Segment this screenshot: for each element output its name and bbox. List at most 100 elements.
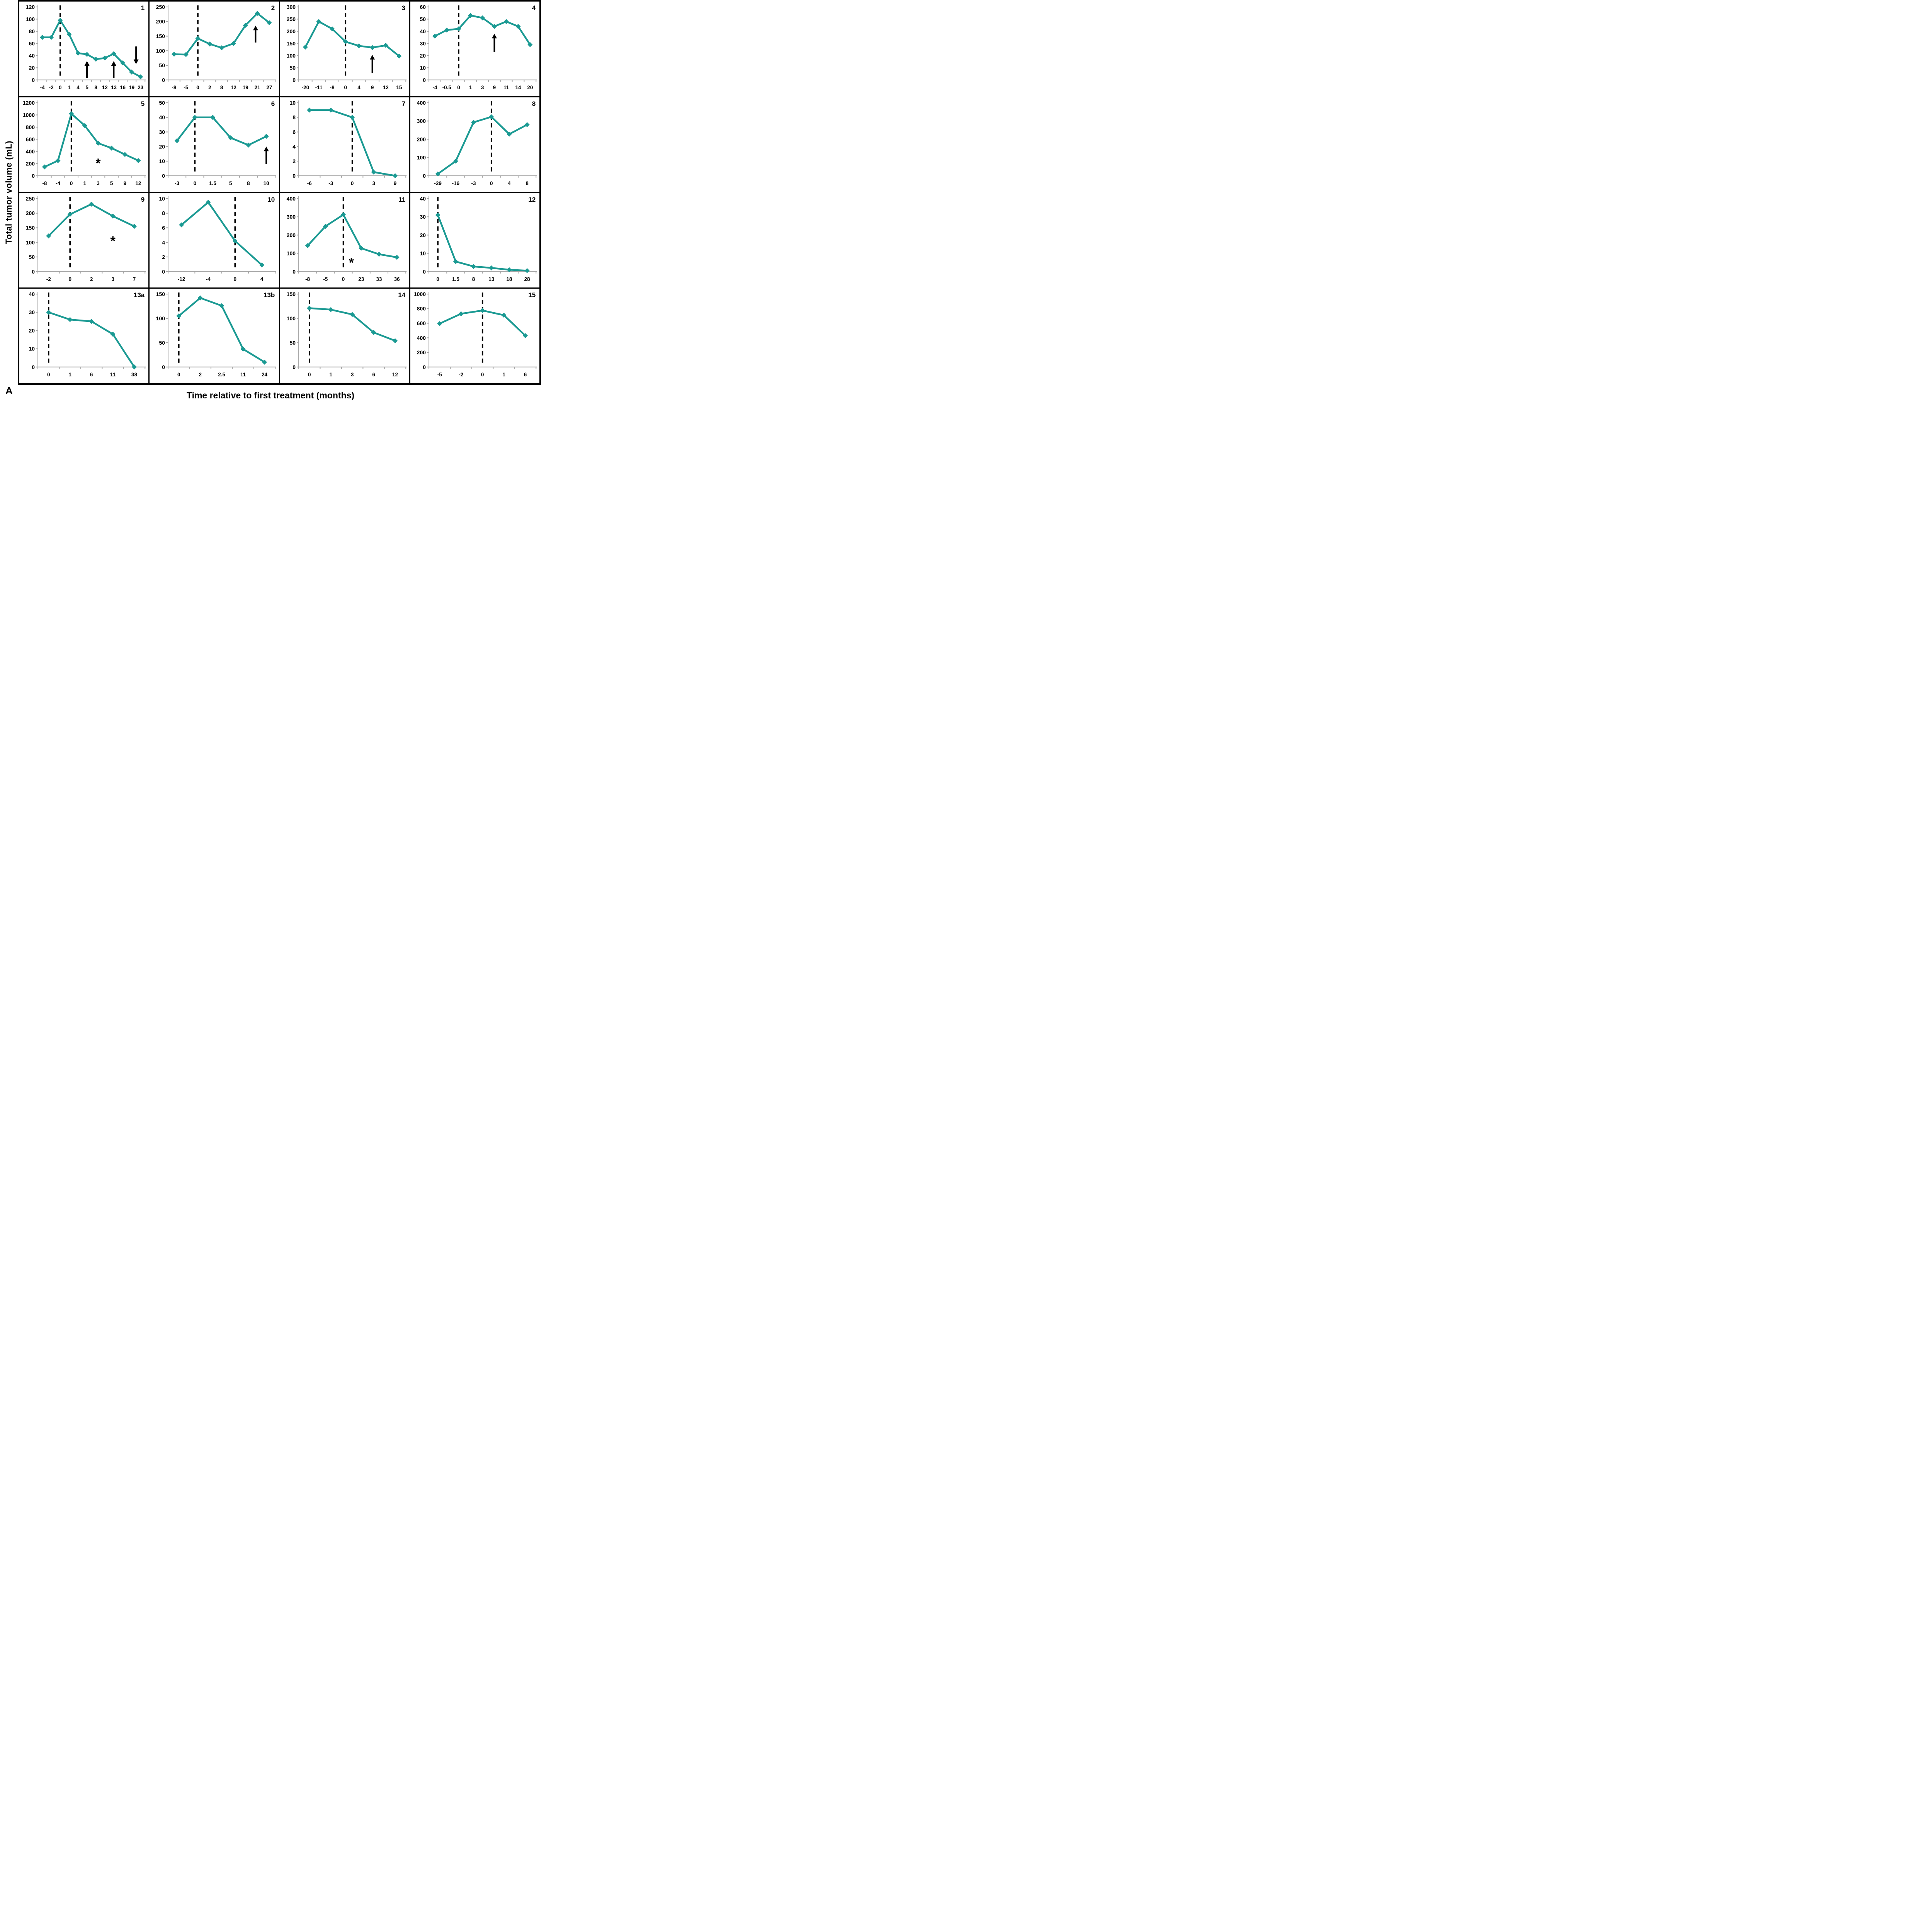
data-point-marker xyxy=(501,313,507,318)
data-point-marker xyxy=(111,51,116,56)
x-tick-label: 5 xyxy=(110,180,113,186)
x-tick-label: 1.5 xyxy=(209,180,216,186)
x-tick-label: 19 xyxy=(129,85,134,90)
x-tick-label: -2 xyxy=(459,372,463,378)
x-tick-label: 15 xyxy=(396,85,402,90)
data-point-marker xyxy=(456,26,461,32)
x-tick-label: -4 xyxy=(56,180,61,186)
y-tick-label: 4 xyxy=(162,239,165,245)
x-tick-label: 0 xyxy=(234,276,237,282)
x-tick-label: 16 xyxy=(120,85,126,90)
data-point-marker xyxy=(259,262,265,267)
x-tick-label: -8 xyxy=(172,85,177,90)
data-point-marker xyxy=(176,313,182,319)
y-tick-label: 10 xyxy=(29,346,35,352)
x-tick-label: -4 xyxy=(432,85,437,90)
up-arrow-icon xyxy=(492,34,497,39)
x-tick-label: 8 xyxy=(526,180,529,186)
x-tick-label: 1 xyxy=(469,85,472,90)
x-tick-label: 0 xyxy=(59,85,62,90)
y-tick-label: 10 xyxy=(420,250,426,256)
data-point-marker xyxy=(305,243,310,248)
y-tick-label: 100 xyxy=(286,53,296,59)
y-tick-label: 100 xyxy=(417,154,426,160)
y-tick-label: 100 xyxy=(156,48,165,54)
x-tick-label: 0 xyxy=(308,372,311,378)
y-tick-label: 50 xyxy=(159,100,165,106)
y-tick-label: 0 xyxy=(32,364,35,370)
y-tick-label: 20 xyxy=(420,232,426,238)
data-point-marker xyxy=(89,201,94,207)
subplot-number-label: 15 xyxy=(528,291,536,299)
x-tick-label: 0 xyxy=(490,180,493,186)
x-tick-label: -3 xyxy=(471,180,476,186)
y-tick-label: 600 xyxy=(26,136,35,142)
data-point-marker xyxy=(172,51,177,57)
y-tick-label: 20 xyxy=(29,328,35,334)
chart-13a: 0 10 20 30 40 0 1 6 11 38 13a xyxy=(29,291,146,378)
data-point-marker xyxy=(383,43,388,48)
chart-15: 0 200 400 600 800 1000 -5 -2 0 1 6 15 xyxy=(414,291,537,378)
subplot-6: 0 10 20 30 40 50 -3 0 1.5 5 8 10 6 xyxy=(150,97,279,192)
data-point-marker xyxy=(392,173,398,179)
x-tick-label: 2 xyxy=(208,85,211,90)
data-point-marker xyxy=(138,74,143,80)
x-tick-label: 19 xyxy=(243,85,248,90)
x-tick-label: 0 xyxy=(344,85,347,90)
data-point-marker xyxy=(306,306,312,311)
y-tick-label: 100 xyxy=(26,16,35,22)
subplot-number-label: 13b xyxy=(264,291,275,299)
x-tick-label: 33 xyxy=(376,276,382,282)
data-point-marker xyxy=(471,119,476,125)
x-tick-label: 36 xyxy=(394,276,400,282)
y-tick-label: 100 xyxy=(286,315,296,321)
data-point-marker xyxy=(444,27,449,33)
data-point-marker xyxy=(371,169,376,175)
x-tick-label: 23 xyxy=(138,85,144,90)
data-point-marker xyxy=(195,36,201,41)
data-point-marker xyxy=(306,107,312,113)
data-point-marker xyxy=(219,45,224,51)
x-tick-label: -16 xyxy=(452,180,459,186)
data-point-marker xyxy=(110,332,116,337)
data-point-marker xyxy=(102,55,107,61)
asterisk-annotation: * xyxy=(95,156,101,171)
y-tick-label: 0 xyxy=(293,173,296,179)
figure-footer: A Time relative to first treatment (mont… xyxy=(0,385,541,406)
x-tick-label: -5 xyxy=(184,85,189,90)
data-point-marker xyxy=(49,35,54,40)
data-point-marker xyxy=(122,151,128,157)
y-tick-label: 250 xyxy=(26,195,35,201)
x-tick-label: 28 xyxy=(524,276,530,282)
y-tick-label: 300 xyxy=(417,118,426,124)
x-tick-label: 12 xyxy=(383,85,388,90)
data-point-marker xyxy=(132,364,137,370)
x-tick-label: 6 xyxy=(372,372,375,378)
x-tick-label: 9 xyxy=(124,180,127,186)
x-tick-label: 21 xyxy=(255,85,261,90)
data-point-marker xyxy=(468,13,473,18)
data-point-marker xyxy=(129,69,134,75)
data-point-marker xyxy=(69,111,74,116)
x-tick-label: 1 xyxy=(68,372,71,378)
y-tick-label: 200 xyxy=(417,136,426,142)
y-tick-label: 400 xyxy=(286,195,296,201)
data-point-marker xyxy=(58,18,63,23)
down-arrow-icon xyxy=(133,59,139,64)
x-tick-label: -3 xyxy=(328,180,333,186)
y-tick-label: 50 xyxy=(29,254,35,260)
tumor-volume-series-line xyxy=(48,203,135,237)
tumor-volume-series-line xyxy=(304,20,400,57)
y-tick-label: 100 xyxy=(286,250,296,256)
data-point-marker xyxy=(507,131,512,137)
y-tick-label: 400 xyxy=(417,100,426,106)
data-point-marker xyxy=(503,19,509,24)
data-point-marker xyxy=(228,135,233,140)
y-tick-label: 400 xyxy=(417,335,426,341)
y-tick-label: 10 xyxy=(159,195,165,201)
x-tick-label: 9 xyxy=(493,85,496,90)
data-point-marker xyxy=(524,268,530,273)
y-tick-label: 150 xyxy=(286,291,296,297)
x-tick-label: -4 xyxy=(40,85,45,90)
subplot-number-label: 6 xyxy=(271,100,275,107)
